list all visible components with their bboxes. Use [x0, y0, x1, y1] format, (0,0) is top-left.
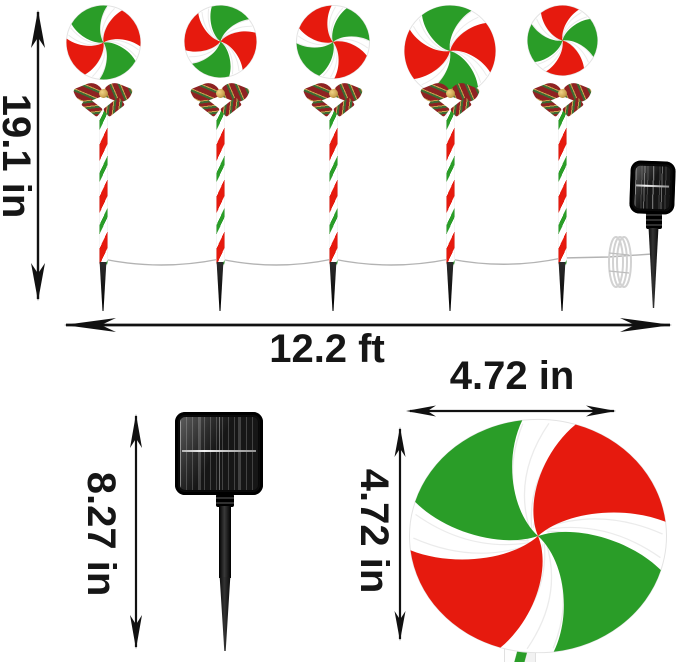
- solar-stake-height-label: 8.27 in: [79, 471, 123, 597]
- bow-loop-right: [560, 79, 593, 106]
- bow-tail-left: [198, 96, 220, 118]
- solar-cells: [634, 165, 671, 210]
- bow-tail-left: [311, 96, 333, 118]
- lollipop-stake: [175, 4, 265, 311]
- lollipop-stake: [403, 4, 497, 311]
- solar-stake-collar: [216, 494, 234, 507]
- lollipop-stake: [288, 4, 378, 311]
- plaid-bow: [189, 79, 251, 122]
- solar-stake-collar: [646, 212, 662, 229]
- wire-coil: [608, 236, 632, 288]
- bow-tail-left: [540, 96, 562, 118]
- candy-stripe-stick: [328, 110, 338, 266]
- candy-swirl-head: [526, 4, 599, 77]
- plaid-bow: [531, 79, 593, 122]
- candy-swirl-head: [403, 4, 497, 98]
- solar-cells: [180, 417, 258, 490]
- ground-spike: [99, 262, 107, 311]
- ground-spike: [558, 262, 566, 311]
- lollipop-stake: [58, 4, 148, 311]
- bow-knot: [215, 89, 225, 98]
- solar-stake-pole: [219, 506, 231, 578]
- bow-loop-left: [72, 79, 105, 106]
- candy-width-label: 4.72 in: [449, 354, 575, 398]
- plaid-bow: [419, 79, 481, 122]
- bow-loop-right: [218, 79, 251, 106]
- plaid-bow: [72, 79, 134, 122]
- ground-spike: [329, 262, 337, 311]
- candy-stripe-stick: [215, 110, 225, 266]
- lollipop-stake: [517, 4, 607, 311]
- bow-tail-left: [428, 96, 450, 118]
- bow-loop-left: [531, 79, 564, 106]
- lollipop-detail-image: [408, 418, 668, 654]
- bow-tail-right: [450, 96, 472, 118]
- candy-height-label: 4.72 in: [352, 468, 396, 594]
- bow-knot: [98, 89, 108, 98]
- ground-spike: [446, 262, 454, 311]
- candy-swirl-head: [65, 4, 142, 81]
- bow-tail-right: [103, 96, 125, 118]
- candy-swirl-head: [295, 4, 371, 80]
- bow-tail-right: [220, 96, 242, 118]
- candy-stripe-stick: [445, 110, 455, 266]
- bow-loop-right: [101, 79, 134, 106]
- bow-knot: [557, 89, 567, 98]
- bow-loop-right: [331, 79, 364, 106]
- bow-loop-left: [419, 79, 452, 106]
- bow-loop-left: [302, 79, 335, 106]
- bow-tail-right: [562, 96, 584, 118]
- ground-spike: [216, 262, 224, 311]
- bow-knot: [328, 89, 338, 98]
- candy-swirl-head: [183, 4, 258, 79]
- solar-panel-large: [175, 412, 263, 495]
- bow-loop-right: [448, 79, 481, 106]
- candy-stripe-stick: [557, 110, 567, 266]
- bow-knot: [445, 89, 455, 98]
- bow-tail-right: [333, 96, 355, 118]
- bow-tail-left: [81, 96, 103, 118]
- solar-ground-spike: [648, 228, 659, 308]
- stake-height-label: 19.1 in: [0, 93, 38, 219]
- bow-loop-left: [189, 79, 222, 106]
- plaid-bow: [302, 79, 364, 122]
- candy-stripe-stick: [98, 110, 108, 266]
- string-length-label: 12.2 ft: [269, 327, 385, 371]
- solar-panel-small: [629, 160, 676, 215]
- solar-ground-spike: [219, 577, 231, 651]
